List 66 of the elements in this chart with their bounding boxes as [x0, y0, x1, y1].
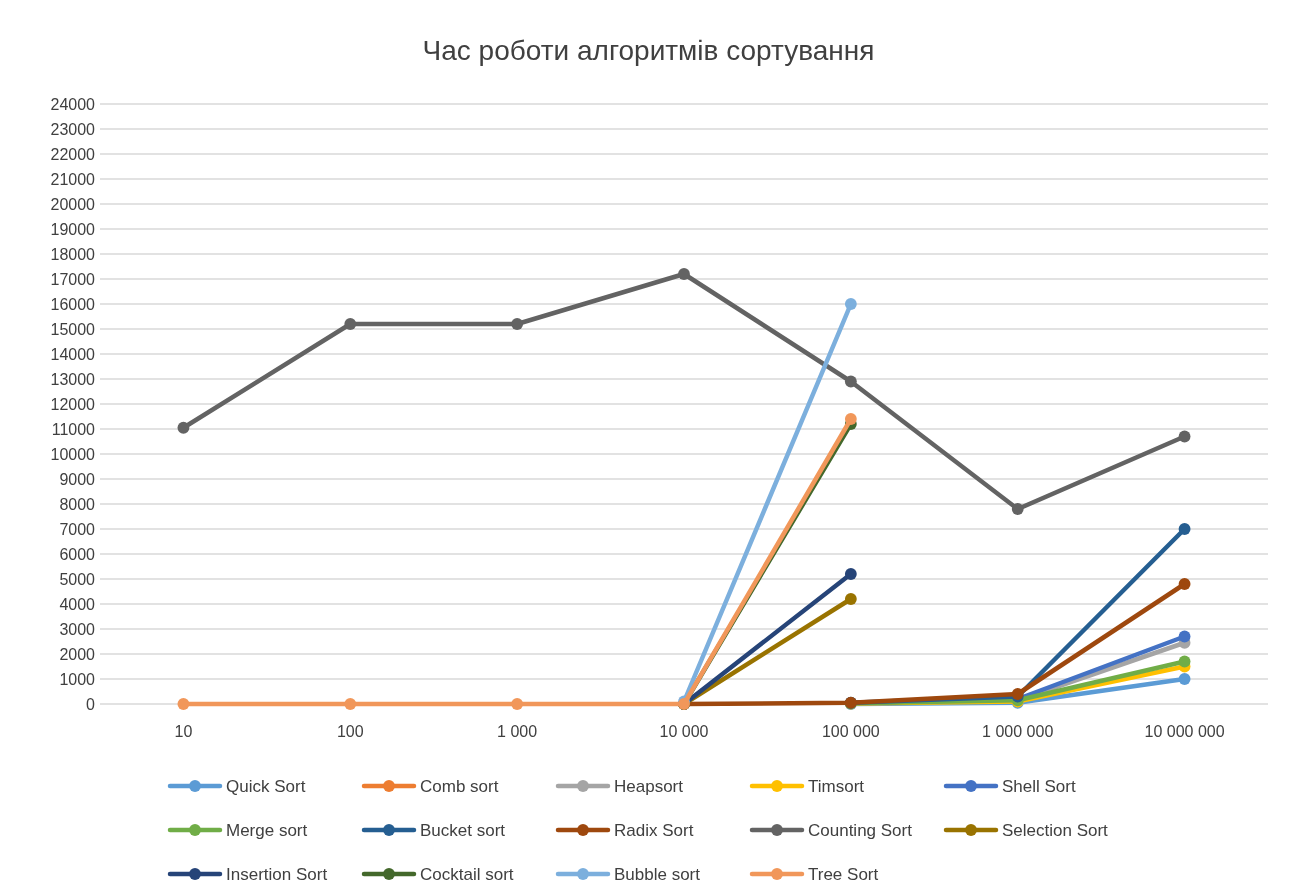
- y-tick-label: 14000: [50, 345, 96, 363]
- point: [1178, 523, 1191, 535]
- legend-label: Shell Sort: [1002, 776, 1076, 796]
- x-tick-label: 10 000: [659, 723, 709, 740]
- y-tick-label: 7000: [59, 520, 96, 538]
- point: [1178, 578, 1191, 590]
- y-tick-label: 9000: [59, 470, 96, 488]
- y-tick-label: 17000: [50, 270, 96, 288]
- y-tick-label: 12000: [50, 395, 96, 413]
- y-tick-label: 16000: [50, 295, 96, 313]
- legend-label: Counting Sort: [808, 820, 913, 840]
- point: [1178, 673, 1191, 685]
- y-tick-label: 23000: [50, 120, 96, 138]
- x-tick-label: 100 000: [821, 723, 880, 740]
- y-tick-label: 20000: [50, 195, 96, 213]
- y-tick-label: 6000: [59, 545, 96, 563]
- legend-label: Comb sort: [420, 776, 499, 796]
- y-tick-label: 0: [86, 695, 96, 713]
- x-tick-label: 10 000 000: [1144, 723, 1225, 740]
- point: [344, 698, 357, 710]
- legend-label: Insertion Sort: [226, 864, 328, 884]
- point: [1178, 430, 1191, 443]
- point: [844, 375, 857, 388]
- chart-title: Час роботи алгоритмів сортування: [422, 35, 875, 66]
- y-tick-label: 11000: [51, 420, 96, 438]
- y-tick-label: 22000: [50, 145, 96, 163]
- y-tick-label: 24000: [50, 95, 96, 113]
- y-tick-label: 18000: [50, 245, 96, 263]
- legend-label: Merge sort: [226, 820, 308, 840]
- y-tick-label: 15000: [50, 320, 96, 338]
- point: [1178, 655, 1191, 668]
- point: [177, 421, 190, 434]
- y-tick-label: 19000: [50, 220, 96, 238]
- x-tick-label: 10: [174, 723, 193, 740]
- point: [1178, 630, 1191, 643]
- legend-label: Quick Sort: [226, 776, 306, 796]
- legend-label: Selection Sort: [1002, 820, 1109, 840]
- legend-label: Timsort: [808, 776, 865, 796]
- y-tick-label: 13000: [50, 370, 96, 388]
- point: [511, 698, 524, 710]
- point: [678, 268, 690, 280]
- x-tick-label: 1 000: [497, 723, 538, 740]
- y-tick-label: 10000: [50, 445, 96, 463]
- legend-label: Radix Sort: [614, 820, 694, 840]
- legend-label: Tree Sort: [808, 864, 879, 884]
- legend-label: Bucket sort: [420, 820, 506, 840]
- point: [844, 413, 857, 425]
- point: [844, 593, 857, 605]
- point: [1011, 503, 1024, 515]
- legend-label: Heapsort: [614, 776, 684, 796]
- point: [344, 318, 357, 330]
- point: [177, 698, 190, 710]
- x-tick-label: 100: [336, 723, 364, 740]
- y-tick-label: 5000: [59, 570, 96, 588]
- y-tick-label: 4000: [59, 595, 96, 613]
- y-tick-label: 8000: [59, 495, 96, 513]
- point: [511, 318, 524, 330]
- y-tick-label: 3000: [59, 620, 96, 638]
- point: [844, 298, 857, 310]
- y-tick-label: 2000: [59, 645, 96, 663]
- y-tick-label: 1000: [59, 670, 96, 688]
- legend-label: Bubble sort: [614, 864, 701, 884]
- y-tick-label: 21000: [50, 170, 96, 188]
- legend-label: Cocktail sort: [420, 864, 514, 884]
- point: [844, 568, 857, 580]
- x-tick-label: 1 000 000: [982, 723, 1054, 740]
